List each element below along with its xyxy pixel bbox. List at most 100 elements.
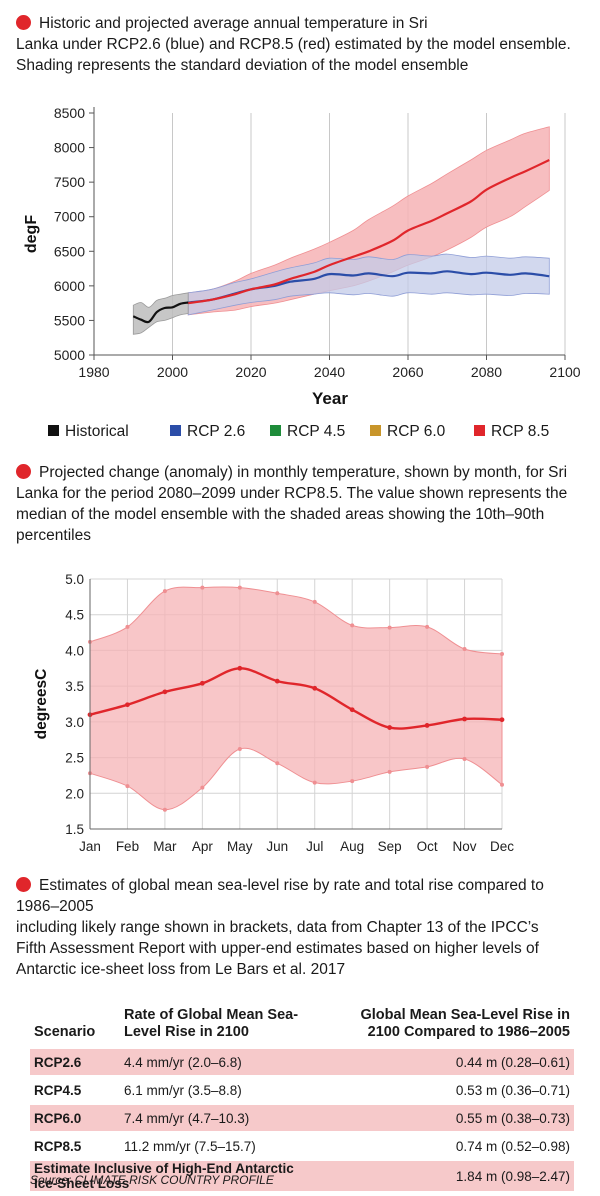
y-tick-label: 2.5: [65, 751, 84, 766]
band-lower-point: [462, 757, 467, 761]
legend-swatch: [170, 425, 181, 436]
table-row: RCP2.6 4.4 mm/yr (2.0–6.8) 0.44 m (0.28–…: [30, 1047, 574, 1076]
header-total-rise: Global Mean Sea-Level Rise in 2100 Compa…: [360, 1007, 570, 1040]
band-lower-point: [312, 780, 317, 785]
x-tick-label: Nov: [453, 839, 477, 854]
table-header-row: Scenario Rate of Global Mean Sea-Level R…: [30, 1003, 574, 1048]
band-upper-point: [312, 599, 317, 604]
median-point: [462, 716, 467, 722]
cell-scenario: RCP4.5: [30, 1075, 114, 1104]
bullet-dot-icon: [16, 877, 31, 892]
x-tick-label: Mar: [153, 839, 177, 854]
legend-swatch: [370, 425, 381, 436]
percentile-band: [89, 586, 503, 811]
chart-legend: Historical RCP 2.6 RCP 4.5 RCP 6.0 RCP 8…: [48, 423, 588, 443]
x-tick-label: Sep: [378, 839, 402, 854]
cell-rate: 6.1 mm/yr (3.5–8.8): [114, 1075, 308, 1104]
table-row: RCP6.0 7.4 mm/yr (4.7–10.3) 0.55 m (0.38…: [30, 1103, 574, 1132]
y-tick-label: 6500: [54, 243, 85, 259]
cell-scenario: RCP8.5: [30, 1131, 114, 1160]
band-upper-point: [162, 589, 167, 594]
cell-rise: 0.74 m (0.52–0.98): [308, 1131, 574, 1160]
bullet-dot-icon: [16, 464, 31, 479]
y-tick-label: 3.0: [65, 715, 84, 730]
band-rcp26: [187, 253, 550, 316]
x-tick-label: 2100: [549, 364, 580, 380]
y-tick-label: 2.0: [65, 786, 84, 801]
band-lower-point: [200, 785, 205, 790]
band-lower-point: [162, 807, 167, 812]
y-tick-label: 5.0: [65, 572, 84, 587]
cell-scenario: RCP6.0: [30, 1103, 114, 1132]
x-tick-label: Jun: [266, 839, 288, 854]
y-tick-label: 7000: [54, 209, 85, 225]
x-tick-label: Jul: [306, 839, 323, 854]
legend-swatch: [270, 425, 281, 436]
x-tick-label: 2020: [235, 364, 266, 380]
band-upper-point: [387, 625, 392, 630]
y-tick-label: 4.5: [65, 608, 84, 623]
series-line-historical: [132, 301, 189, 324]
x-tick-label: 2000: [157, 364, 188, 380]
source-note: Source: CLIMATE RISK COUNTRY PROFILE: [30, 1173, 274, 1187]
median-point: [499, 717, 505, 723]
x-tick-label: Aug: [340, 839, 364, 854]
cell-rise: 0.53 m (0.36–0.71): [308, 1075, 574, 1104]
band-upper-point: [200, 585, 205, 590]
band-lower-point: [237, 747, 242, 751]
y-tick-label: 1.5: [65, 822, 84, 837]
median-point: [237, 665, 243, 671]
cell-scenario: RCP2.6: [30, 1047, 114, 1076]
legend-item-rcp45: RCP 4.5: [270, 423, 345, 441]
band-lower-point: [425, 764, 430, 769]
y-tick-label: 4.0: [65, 643, 84, 658]
legend-swatch: [48, 425, 59, 436]
x-tick-label: 2040: [314, 364, 345, 380]
table-row: RCP4.5 6.1 mm/yr (3.5–8.8) 0.53 m (0.36–…: [30, 1075, 574, 1104]
median-line: [89, 667, 503, 730]
cell-rise: 1.84 m (0.98–2.47): [308, 1159, 574, 1191]
x-tick-label: 1980: [78, 364, 109, 380]
y-tick-label: 6000: [54, 278, 85, 294]
y-tick-label: 7500: [54, 174, 85, 190]
y-tick-label: 3.5: [65, 679, 84, 694]
cell-rise: 0.44 m (0.28–0.61): [308, 1047, 574, 1076]
legend-swatch: [474, 425, 485, 436]
header-rate: Rate of Global Mean Sea-Level Rise in 21…: [124, 1007, 299, 1040]
x-tick-label: 2080: [471, 364, 502, 380]
median-point: [274, 678, 280, 684]
median-point: [387, 725, 393, 730]
band-upper-point: [237, 585, 242, 590]
chart-annual-temperature: 5000 5500 6000 6500 7000 7500 8000 8500 1980 2000…: [23, 105, 581, 408]
x-tick-label: Oct: [417, 839, 438, 854]
median-point: [199, 680, 205, 686]
y-axis-label: degF: [23, 215, 40, 253]
band-lower-point: [350, 779, 355, 784]
y-axis-label: degreesC: [33, 669, 50, 740]
y-tick-label: 5500: [54, 312, 85, 328]
band-lower-point: [125, 784, 130, 789]
bullet-dot-icon: [16, 15, 31, 30]
band-lower-point: [275, 761, 280, 766]
median-point: [162, 689, 168, 695]
x-tick-label: Apr: [192, 839, 214, 854]
y-tick-label: 8500: [54, 105, 85, 121]
header-scenario: Scenario: [34, 1024, 96, 1040]
band-upper-point: [275, 591, 280, 596]
cell-rise: 0.55 m (0.38–0.73): [308, 1103, 574, 1132]
y-tick-label: 8000: [54, 140, 85, 156]
band-upper-point: [462, 647, 467, 651]
sea-level-table: Scenario Rate of Global Mean Sea-Level R…: [30, 1003, 574, 1191]
caption-sea-level: Estimates of global mean sea-level rise …: [16, 877, 544, 978]
x-tick-label: Feb: [116, 839, 139, 854]
legend-item-rcp26: RCP 2.6: [170, 423, 245, 441]
cell-rate: 4.4 mm/yr (2.0–6.8): [114, 1047, 308, 1076]
x-tick-label: 2060: [392, 364, 423, 380]
cell-scenario: Estimate Inclusive of High-End Antarctic…: [30, 1159, 308, 1191]
band-upper-point: [425, 624, 430, 629]
table-row: Estimate Inclusive of High-End Antarctic…: [30, 1159, 574, 1191]
caption-temperature-history: Historic and projected average annual te…: [16, 15, 571, 74]
legend-item-rcp85: RCP 8.5: [474, 423, 549, 441]
band-lower-point: [387, 769, 392, 774]
band-upper-point: [125, 624, 130, 629]
